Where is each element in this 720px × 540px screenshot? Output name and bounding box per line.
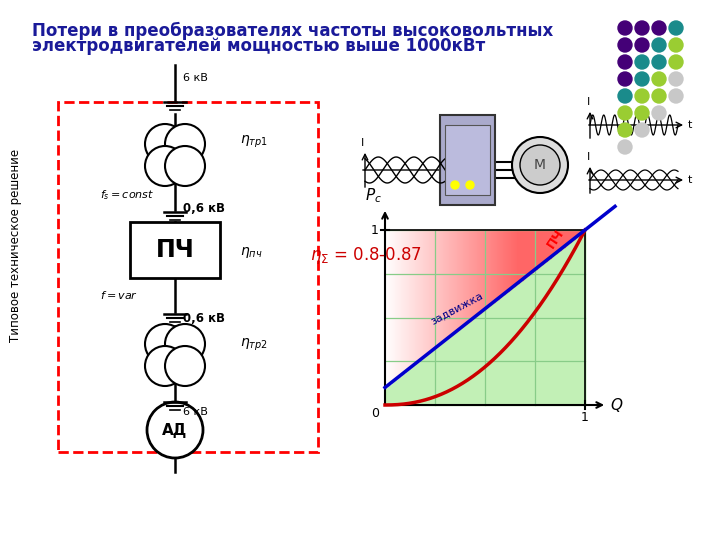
Circle shape (145, 324, 185, 364)
Text: $\eta_{\Sigma}$ = 0.8-0.87: $\eta_{\Sigma}$ = 0.8-0.87 (310, 246, 422, 267)
Bar (130, 222, 220, 278)
Text: 1: 1 (371, 224, 379, 237)
Circle shape (618, 140, 632, 154)
Text: $P_c$: $P_c$ (365, 186, 382, 205)
Text: 0,6 кВ: 0,6 кВ (183, 312, 225, 325)
Circle shape (635, 123, 649, 137)
Text: Типовое техническое решение: Типовое техническое решение (9, 148, 22, 342)
Circle shape (635, 106, 649, 120)
Circle shape (669, 89, 683, 103)
Circle shape (635, 55, 649, 69)
Text: задвижка: задвижка (429, 290, 485, 326)
Text: ПЧ: ПЧ (545, 227, 567, 251)
Circle shape (145, 124, 185, 164)
Circle shape (669, 21, 683, 35)
Circle shape (165, 346, 205, 386)
Circle shape (669, 38, 683, 52)
Text: I: I (586, 152, 590, 162)
Circle shape (145, 146, 185, 186)
Circle shape (652, 72, 666, 86)
Text: 0,6 кВ: 0,6 кВ (183, 201, 225, 214)
Circle shape (466, 181, 474, 189)
Circle shape (652, 21, 666, 35)
Text: $\eta_{пч}$: $\eta_{пч}$ (240, 246, 263, 260)
Circle shape (652, 89, 666, 103)
Text: АД: АД (163, 422, 188, 437)
Text: $Q$: $Q$ (610, 396, 624, 414)
Text: электродвигателей мощностью выше 1000кВт: электродвигателей мощностью выше 1000кВт (32, 37, 485, 55)
Bar (58, 102, 318, 452)
Text: $f_s = const$: $f_s = const$ (100, 188, 154, 202)
Circle shape (618, 38, 632, 52)
Text: M: M (534, 158, 546, 172)
Bar (440, 115, 495, 205)
Circle shape (165, 324, 205, 364)
Circle shape (635, 21, 649, 35)
Circle shape (652, 106, 666, 120)
Circle shape (652, 55, 666, 69)
Circle shape (652, 38, 666, 52)
Text: t: t (688, 175, 693, 185)
Circle shape (520, 145, 560, 185)
Circle shape (669, 72, 683, 86)
Circle shape (165, 146, 205, 186)
Text: t: t (484, 165, 488, 175)
Circle shape (618, 55, 632, 69)
Text: 0: 0 (371, 407, 379, 420)
Text: 1: 1 (581, 411, 589, 424)
Circle shape (145, 346, 185, 386)
Text: t: t (688, 120, 693, 130)
Circle shape (618, 89, 632, 103)
Text: I: I (586, 97, 590, 107)
Circle shape (618, 21, 632, 35)
Text: Потери в преобразователях частоты высоковольтных: Потери в преобразователях частоты высоко… (32, 22, 553, 40)
Circle shape (618, 123, 632, 137)
Circle shape (669, 55, 683, 69)
Text: $\eta_{тр2}$: $\eta_{тр2}$ (240, 337, 268, 353)
Text: ПЧ: ПЧ (156, 238, 194, 262)
Circle shape (618, 72, 632, 86)
Text: I: I (361, 138, 364, 148)
Text: 6 кВ: 6 кВ (183, 407, 208, 417)
Circle shape (635, 72, 649, 86)
Text: $\eta_{тр1}$: $\eta_{тр1}$ (240, 134, 268, 150)
Circle shape (147, 402, 203, 458)
Circle shape (635, 38, 649, 52)
Circle shape (635, 89, 649, 103)
Circle shape (512, 137, 568, 193)
Circle shape (165, 124, 205, 164)
Circle shape (618, 106, 632, 120)
Circle shape (451, 181, 459, 189)
Bar (445, 125, 490, 195)
Text: 6 кВ: 6 кВ (183, 73, 208, 83)
Text: $f = var$: $f = var$ (100, 289, 138, 301)
